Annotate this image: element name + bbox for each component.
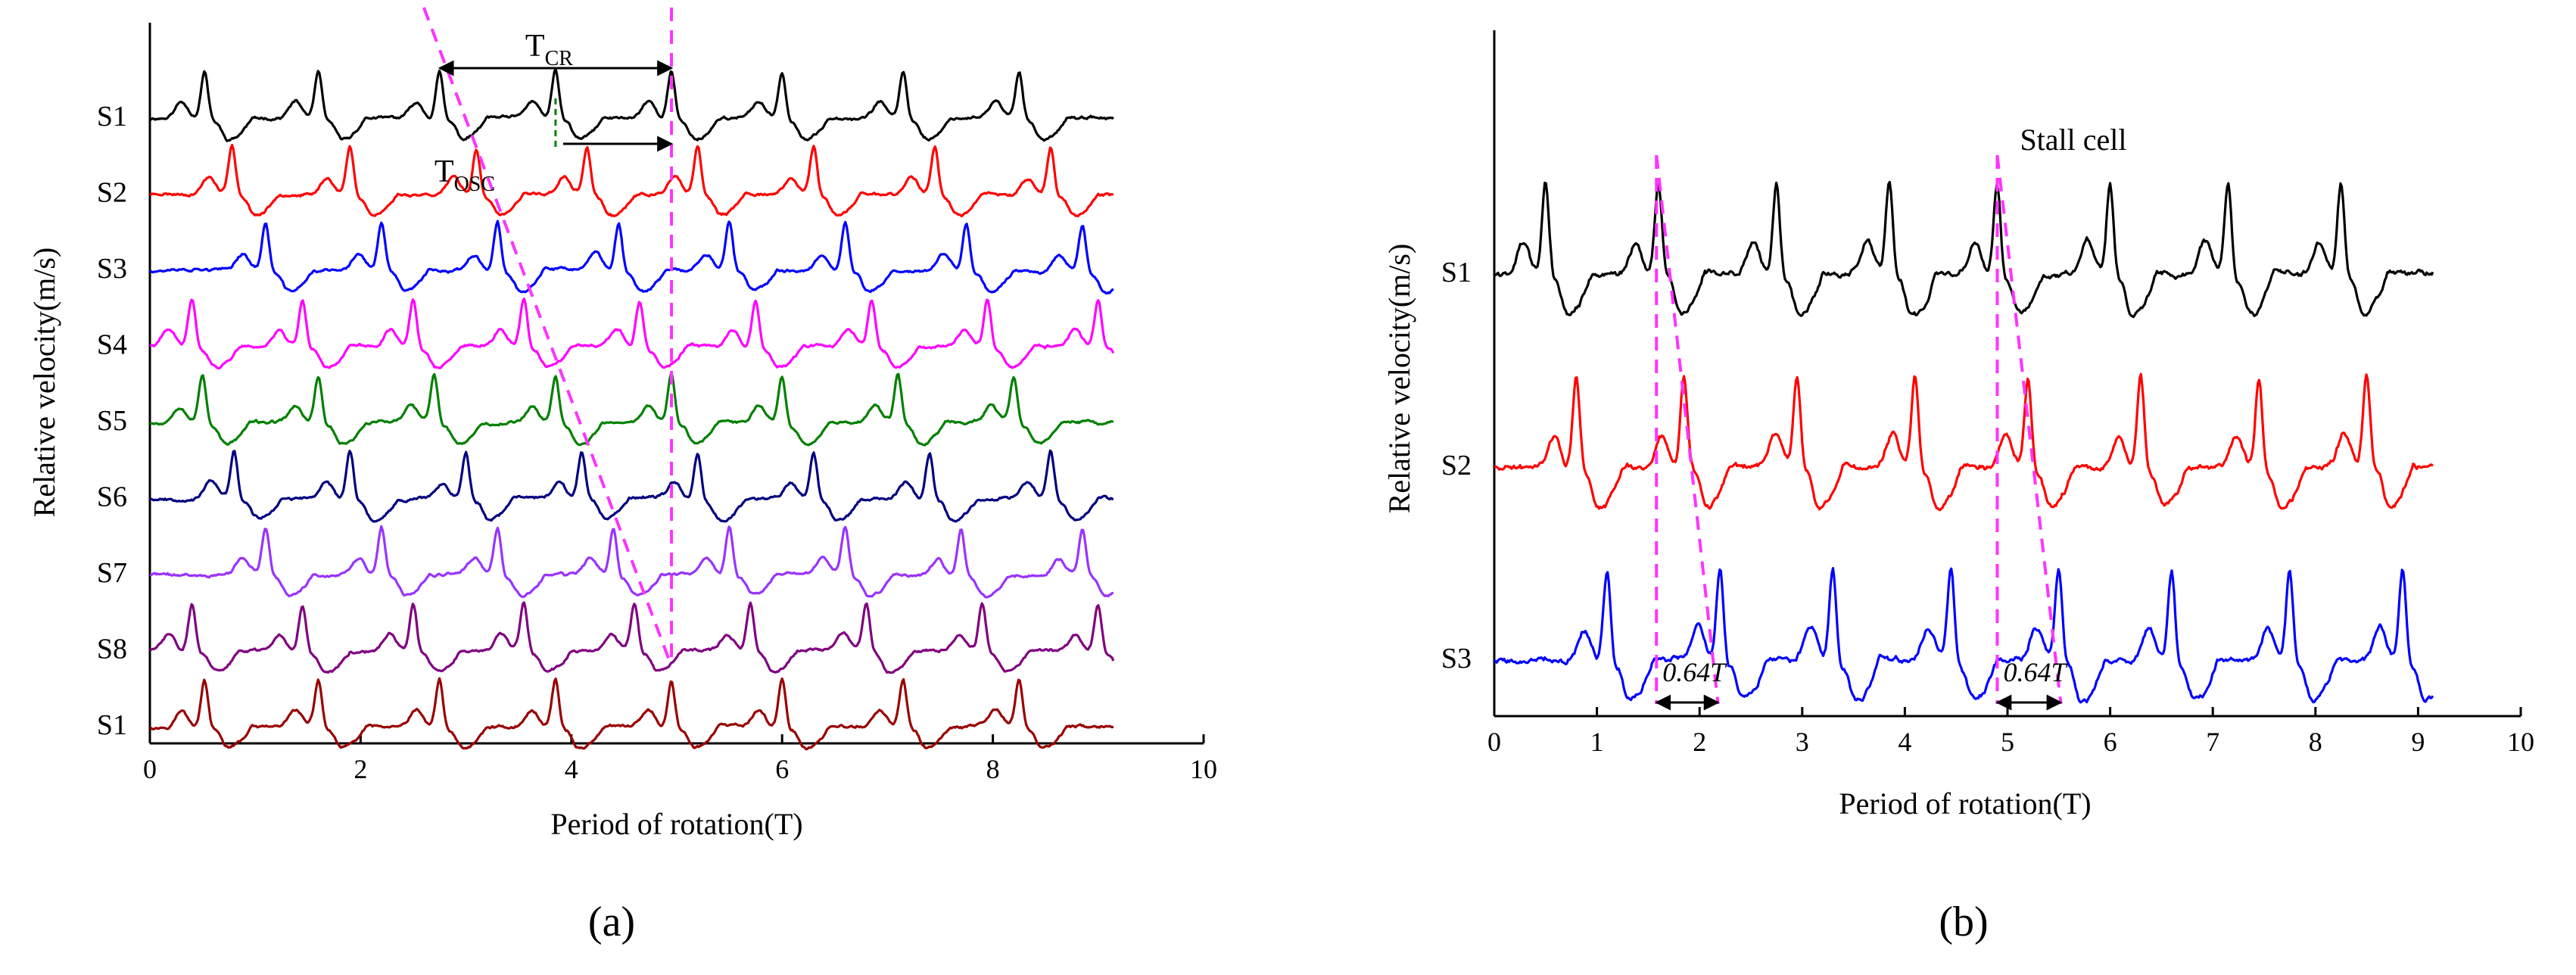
trace-s1-0 bbox=[1494, 180, 2434, 319]
x-tick-label-2: 2 bbox=[1693, 727, 1706, 757]
x-tick-label-5: 5 bbox=[2001, 727, 2014, 757]
x-tick-label-1: 2 bbox=[354, 754, 367, 784]
guide-line-3 bbox=[1995, 154, 2063, 705]
series-label-4: S5 bbox=[97, 405, 127, 437]
trace-s6-5 bbox=[149, 449, 1114, 523]
panel-b-x-title: Period of rotation(T) bbox=[1839, 787, 2091, 821]
panel-b-y-title: Relative velocity(m/s) bbox=[1382, 244, 1416, 514]
panel-b-label: (b) bbox=[1939, 899, 1988, 945]
trace-s8-7 bbox=[149, 601, 1115, 674]
x-tick-label-2: 4 bbox=[565, 754, 578, 784]
tcr-sub: CR bbox=[545, 47, 574, 70]
trace-s4-3 bbox=[149, 297, 1115, 370]
x-tick-label-3: 6 bbox=[775, 754, 789, 784]
x-tick-label-6: 6 bbox=[2104, 727, 2117, 757]
tcr-label: TCR bbox=[525, 29, 573, 70]
panel-b-series-labels: S1 S2 S3 bbox=[1441, 257, 1472, 674]
trace-s2-1 bbox=[149, 144, 1114, 218]
trace-s1-0 bbox=[149, 68, 1114, 142]
series-label-1: S2 bbox=[97, 177, 127, 209]
panel-a-guide-lines bbox=[422, 7, 674, 667]
panel-b-chart: 0 1 2 3 4 5 6 7 8 9 10 S1 S2 S3 0.64T 0.64T Stall cel… bbox=[1382, 30, 2534, 945]
x-tick-label-5: 10 bbox=[1190, 754, 1217, 784]
stall-cell-label: Stall cell bbox=[2020, 123, 2126, 157]
panel-b-guide-lines bbox=[1655, 154, 2063, 705]
panel-a-x-title: Period of rotation(T) bbox=[550, 807, 802, 841]
x-tick-label-9: 9 bbox=[2411, 727, 2425, 757]
trace-s3-2 bbox=[1494, 567, 2434, 704]
trace-s3-2 bbox=[148, 220, 1114, 295]
panel-a-traces bbox=[148, 68, 1115, 751]
panel-a-y-title: Relative velocity(m/s) bbox=[27, 248, 61, 518]
panel-b-interval-annotations: 0.64T 0.64T bbox=[1655, 657, 2068, 711]
series-label-5: S6 bbox=[97, 481, 127, 513]
x-tick-label-8: 8 bbox=[2309, 727, 2322, 757]
x-tick-label-0: 0 bbox=[1487, 727, 1501, 757]
trace-s2-1 bbox=[1494, 372, 2434, 512]
interval-label-0: 0.64T bbox=[1662, 657, 1727, 687]
panel-a-series-labels: S1 S2 S3 S4 S5 S6 S7 S8 S1 bbox=[97, 101, 127, 741]
x-tick-label-4: 4 bbox=[1898, 727, 1911, 757]
x-tick-label-0: 0 bbox=[143, 754, 157, 784]
x-tick-label-10: 10 bbox=[2507, 727, 2534, 757]
guide-line-1 bbox=[1655, 154, 1720, 705]
trace-s7-6 bbox=[149, 525, 1114, 599]
series-label-3: S4 bbox=[97, 329, 127, 361]
tcr-main: T bbox=[525, 29, 545, 64]
x-tick-label-1: 1 bbox=[1590, 727, 1604, 757]
guide-line-0 bbox=[422, 7, 673, 667]
x-tick-label-3: 3 bbox=[1796, 727, 1809, 757]
interval-label-1: 0.64T bbox=[2003, 657, 2068, 687]
trace-s1-8 bbox=[149, 677, 1114, 751]
tosc-main: T bbox=[435, 154, 454, 189]
tosc-sub: OSC bbox=[454, 173, 495, 196]
series-label-1: S2 bbox=[1441, 450, 1472, 481]
trace-s5-4 bbox=[149, 372, 1114, 447]
series-label-2: S3 bbox=[1441, 643, 1472, 674]
tosc-label: TOSC bbox=[435, 154, 495, 196]
series-label-6: S7 bbox=[97, 557, 127, 589]
x-tick-label-4: 8 bbox=[986, 754, 1000, 784]
panel-b-x-ticks: 0 1 2 3 4 5 6 7 8 9 10 bbox=[1487, 707, 2534, 757]
series-label-0: S1 bbox=[1441, 257, 1472, 288]
series-label-2: S3 bbox=[97, 253, 127, 285]
x-tick-label-7: 7 bbox=[2206, 727, 2219, 757]
panel-a-x-ticks: 0 2 4 6 8 10 bbox=[143, 734, 1217, 784]
panel-b-traces bbox=[1494, 180, 2434, 704]
panel-a-label: (a) bbox=[588, 899, 635, 945]
series-label-0: S1 bbox=[97, 101, 127, 132]
series-label-8: S1 bbox=[97, 709, 127, 741]
series-label-7: S8 bbox=[97, 634, 127, 665]
